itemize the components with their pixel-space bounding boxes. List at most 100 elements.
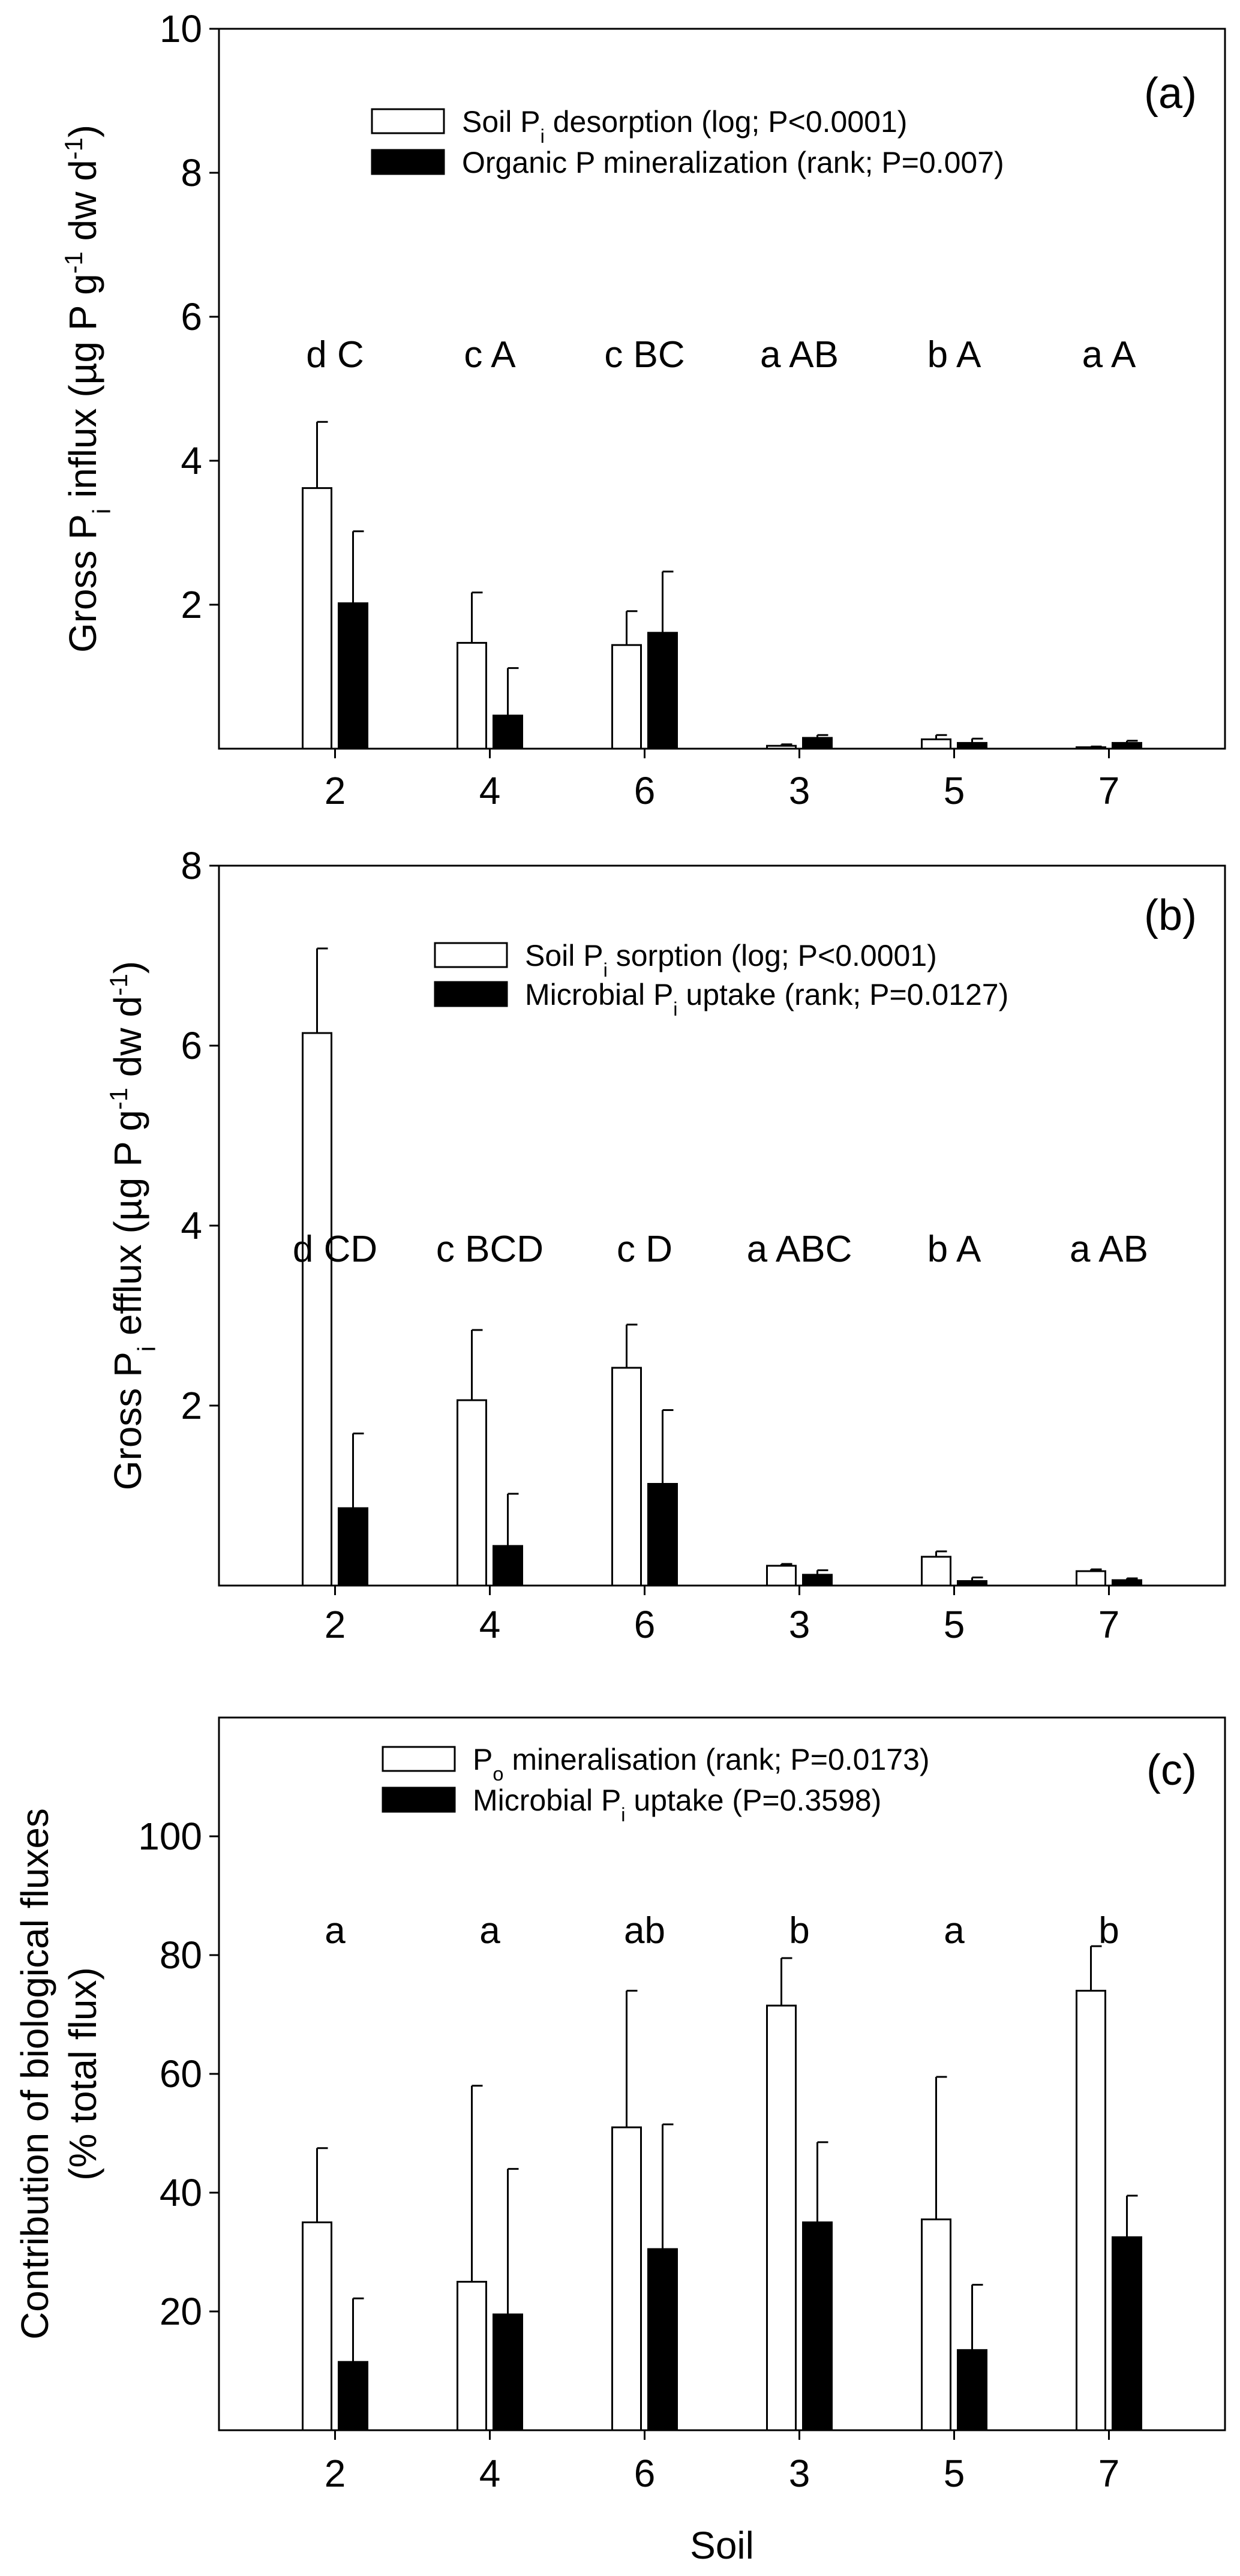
panel-c-y-tick-label: 80 bbox=[160, 1933, 202, 1977]
panel-c-tag: (c) bbox=[1146, 1746, 1197, 1794]
panel-a-bar-open-4 bbox=[457, 642, 487, 750]
panel-c-significance-label: a bbox=[944, 1910, 965, 1951]
panel-b-legend-swatch-filled bbox=[434, 981, 508, 1007]
panel-c-y-tick-label: 100 bbox=[138, 1815, 202, 1858]
panel-a-significance-label: c A bbox=[464, 334, 516, 376]
panel-b-bar-filled-6 bbox=[647, 1483, 678, 1587]
panel-b-significance-label: a ABC bbox=[747, 1229, 852, 1270]
panel-a-bar-open-7 bbox=[1076, 746, 1106, 750]
panel-a-bar-filled-4 bbox=[493, 714, 523, 750]
panel-b-x-tick-label: 6 bbox=[634, 1603, 656, 1646]
panel-c-bar-open-2 bbox=[302, 2221, 332, 2431]
panel-a-legend-label-1: Soil Pi desorption (log; P<0.0001) bbox=[462, 105, 907, 147]
panel-c-x-tick-label: 5 bbox=[944, 2452, 965, 2495]
panel-c-bar-filled-5 bbox=[957, 2349, 987, 2431]
panel-c-x-axis-title: Soil bbox=[690, 2524, 754, 2567]
panel-b-y-tick-label: 2 bbox=[181, 1384, 202, 1427]
panel-a-bar-filled-7 bbox=[1112, 741, 1142, 750]
panel-c-bar-open-3 bbox=[766, 2004, 797, 2431]
panel-a-x-tick-label: 3 bbox=[789, 769, 810, 812]
panel-c-y-axis-title-line-2: (% total flux) bbox=[61, 1967, 104, 2181]
panel-b-bar-open-4 bbox=[457, 1399, 487, 1587]
panel-c-bar-open-6 bbox=[611, 2126, 642, 2431]
panel-c-x-tick-label: 3 bbox=[789, 2452, 810, 2495]
panel-b-x-tick-label: 4 bbox=[479, 1603, 501, 1646]
panel-c-bar-filled-6 bbox=[647, 2248, 678, 2431]
panel-a-y-axis-title: Gross Pi influx (µg P g-1 dw d-1) bbox=[59, 125, 116, 653]
panel-a-significance-label: b A bbox=[927, 334, 981, 376]
panel-b-y-tick-label: 8 bbox=[181, 844, 202, 887]
panel-b-bar-open-3 bbox=[766, 1565, 797, 1587]
panel-a-plot-frame bbox=[218, 28, 1226, 750]
panel-c-y-tick-label: 20 bbox=[160, 2290, 202, 2333]
panel-b-bar-filled-7 bbox=[1112, 1579, 1142, 1587]
panel-b-x-tick-label: 3 bbox=[789, 1603, 810, 1646]
panel-a-tag: (a) bbox=[1144, 70, 1197, 118]
panel-c-significance-label: b bbox=[1098, 1910, 1119, 1951]
panel-a-y-tick-label: 4 bbox=[181, 439, 202, 482]
panel-b-x-tick-label: 7 bbox=[1098, 1603, 1120, 1646]
panel-c-significance-label: a bbox=[325, 1910, 346, 1951]
panel-c-y-tick-label: 40 bbox=[160, 2171, 202, 2214]
panel-b-y-axis-title: Gross Pi efflux (µg P g-1 dw d-1) bbox=[104, 961, 161, 1491]
panel-b-bar-open-2 bbox=[302, 1032, 332, 1587]
panel-b-y-tick-label: 6 bbox=[181, 1024, 202, 1067]
panel-c-legend-swatch-open bbox=[382, 1746, 456, 1772]
panel-b-legend-label-2: Microbial Pi uptake (rank; P=0.0127) bbox=[525, 978, 1008, 1020]
panel-c-legend-label-1: Po mineralisation (rank; P=0.0173) bbox=[473, 1743, 930, 1785]
panel-b-bar-open-5 bbox=[921, 1556, 951, 1587]
panel-a-x-tick-label: 5 bbox=[944, 769, 965, 812]
panel-c-x-tick-label: 2 bbox=[325, 2452, 346, 2495]
panel-b-legend-swatch-open bbox=[434, 942, 508, 968]
panel-a-y-tick-label: 10 bbox=[160, 7, 202, 50]
panel-a-bar-filled-3 bbox=[802, 737, 833, 750]
panel-b-bar-open-7 bbox=[1076, 1570, 1106, 1587]
panel-a-significance-label: d C bbox=[306, 334, 364, 376]
panel-a-legend-swatch-open bbox=[371, 108, 445, 134]
panel-c-x-tick-label: 6 bbox=[634, 2452, 656, 2495]
panel-c-significance-label: ab bbox=[624, 1910, 665, 1951]
panel-a-bar-open-2 bbox=[302, 487, 332, 750]
panel-c-significance-label: a bbox=[479, 1910, 500, 1951]
panel-c-bar-open-4 bbox=[457, 2281, 487, 2431]
panel-a-x-tick-label: 6 bbox=[634, 769, 656, 812]
panel-c-y-tick-label: 60 bbox=[160, 2052, 202, 2095]
panel-a-significance-label: a A bbox=[1082, 334, 1136, 376]
panel-b-significance-label: a AB bbox=[1070, 1229, 1148, 1270]
panel-a-bar-open-3 bbox=[766, 744, 797, 750]
panel-b-tag: (b) bbox=[1144, 891, 1197, 939]
panel-c-bar-filled-4 bbox=[493, 2313, 523, 2431]
panel-c-x-tick-label: 7 bbox=[1098, 2452, 1120, 2495]
panel-c-bar-open-5 bbox=[921, 2218, 951, 2431]
panel-a-bar-open-6 bbox=[611, 644, 642, 750]
panel-a-bar-filled-2 bbox=[338, 602, 368, 750]
panel-a-significance-label: c BC bbox=[604, 334, 684, 376]
panel-b-significance-label: b A bbox=[927, 1229, 981, 1270]
panel-a-significance-label: a AB bbox=[760, 334, 839, 376]
panel-a-y-tick-label: 6 bbox=[181, 295, 202, 338]
panel-c-significance-label: b bbox=[789, 1910, 809, 1951]
panel-b-x-tick-label: 5 bbox=[944, 1603, 965, 1646]
panel-a-bar-filled-6 bbox=[647, 632, 678, 750]
panel-a-legend-label-2: Organic P mineralization (rank; P=0.007) bbox=[462, 146, 1004, 179]
panel-b-bar-filled-4 bbox=[493, 1545, 523, 1587]
panel-c-bar-filled-7 bbox=[1112, 2236, 1142, 2431]
panel-b-x-tick-label: 2 bbox=[325, 1603, 346, 1646]
panel-c-legend-swatch-filled bbox=[382, 1787, 456, 1813]
panel-a-x-tick-label: 2 bbox=[325, 769, 346, 812]
panel-b-significance-label: c D bbox=[617, 1229, 672, 1270]
panel-b-y-tick-label: 4 bbox=[181, 1204, 202, 1247]
panel-a-x-tick-label: 4 bbox=[479, 769, 501, 812]
panel-b-bar-filled-5 bbox=[957, 1580, 987, 1587]
panel-b-bar-filled-2 bbox=[338, 1507, 368, 1587]
panel-c-bar-filled-2 bbox=[338, 2361, 368, 2431]
panel-b-significance-label: d CD bbox=[293, 1229, 377, 1270]
panel-a-bar-filled-5 bbox=[957, 741, 987, 750]
panel-b-legend-label-1: Soil Pi sorption (log; P<0.0001) bbox=[525, 939, 937, 981]
panel-c-legend-label-2: Microbial Pi uptake (P=0.3598) bbox=[473, 1784, 881, 1826]
panel-b-bar-open-6 bbox=[611, 1367, 642, 1587]
panel-c-y-axis-title-line-1: Contribution of biological fluxes bbox=[13, 1808, 56, 2340]
panel-c-x-tick-label: 4 bbox=[479, 2452, 501, 2495]
panel-b-significance-label: c BCD bbox=[436, 1229, 544, 1270]
panel-c-plot-frame bbox=[218, 1716, 1226, 2431]
